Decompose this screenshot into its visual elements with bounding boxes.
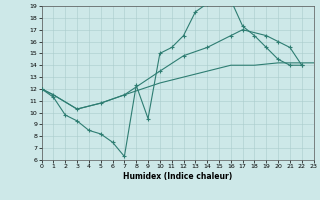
X-axis label: Humidex (Indice chaleur): Humidex (Indice chaleur) <box>123 172 232 181</box>
